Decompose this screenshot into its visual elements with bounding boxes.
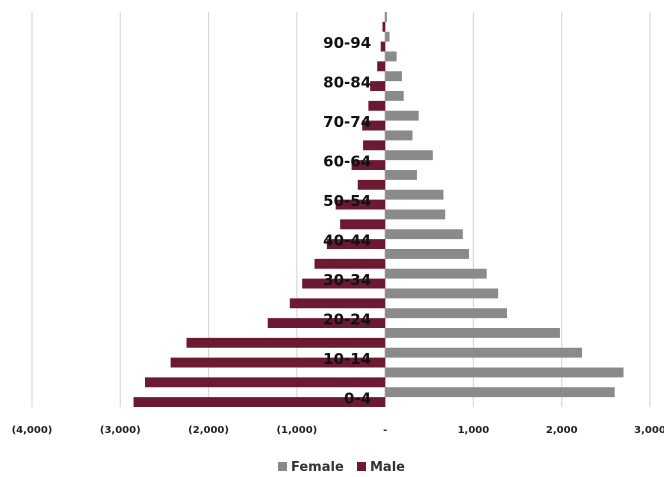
bar-female-35-39 xyxy=(385,249,470,259)
bar-male-95 xyxy=(382,21,386,32)
bar-female-15-19 xyxy=(385,328,560,338)
bar-male-85-89 xyxy=(377,61,386,72)
x-tick-label: (3,000) xyxy=(100,425,141,436)
bar-male-30-34 xyxy=(302,278,386,289)
age-label-80-84: 80-84 xyxy=(323,74,371,92)
age-label-60-64: 60-64 xyxy=(323,153,371,171)
bar-female-95 xyxy=(385,12,387,22)
bar-female-45-49 xyxy=(385,209,446,220)
x-tick-label: (4,000) xyxy=(12,425,53,436)
bar-female-30-34 xyxy=(385,268,487,279)
legend-label-male: Male xyxy=(370,460,405,475)
x-tick-label: (1,000) xyxy=(276,425,317,436)
bar-female-55-59 xyxy=(385,170,417,180)
bar-female-90-94 xyxy=(385,31,390,42)
bar-female-70-74 xyxy=(385,110,419,121)
age-label-10-14: 10-14 xyxy=(323,350,371,368)
bar-female-0-4 xyxy=(385,387,615,398)
bar-male-80-84 xyxy=(370,81,386,91)
age-label-40-44: 40-44 xyxy=(323,232,371,250)
bar-female-75-79 xyxy=(385,91,404,101)
age-label-50-54: 50-54 xyxy=(323,192,371,210)
bar-female-20-24 xyxy=(385,308,507,319)
bar-male-90-94 xyxy=(380,41,386,52)
bar-male-5-9 xyxy=(145,377,386,388)
bar-female-65-69 xyxy=(385,130,413,141)
bar-male-40-44 xyxy=(326,239,386,249)
bar-female-85-89 xyxy=(385,51,397,62)
x-tick-label: 2,000 xyxy=(546,425,578,436)
bar-male-0-4 xyxy=(133,397,386,407)
bar-female-25-29 xyxy=(385,288,499,299)
bar-male-15-19 xyxy=(186,337,386,348)
age-label-20-24: 20-24 xyxy=(323,311,371,329)
bar-male-60-64 xyxy=(351,160,386,170)
bar-male-20-24 xyxy=(267,318,386,328)
x-tick-label: (2,000) xyxy=(188,425,229,436)
bar-male-55-59 xyxy=(357,179,386,190)
bar-female-50-54 xyxy=(385,189,444,200)
legend-swatch-male xyxy=(357,462,366,471)
bar-male-10-14 xyxy=(170,357,386,368)
bar-male-75-79 xyxy=(368,100,386,111)
bar-female-10-14 xyxy=(385,347,583,358)
legend-label-female: Female xyxy=(291,460,344,475)
x-tick-label: 1,000 xyxy=(458,425,490,436)
x-tick-label: 3,000 xyxy=(634,425,664,436)
age-label-0-4: 0-4 xyxy=(344,390,371,408)
bars xyxy=(133,12,624,407)
legend-swatch-female xyxy=(278,462,287,471)
bar-male-65-69 xyxy=(363,140,386,151)
legend: Female Male xyxy=(278,460,405,475)
bar-male-70-74 xyxy=(362,120,386,131)
bar-male-25-29 xyxy=(289,298,386,309)
bar-male-45-49 xyxy=(340,219,386,230)
age-label-90-94: 90-94 xyxy=(323,34,371,52)
bar-female-60-64 xyxy=(385,150,433,161)
bar-male-35-39 xyxy=(314,258,386,269)
bar-female-80-84 xyxy=(385,71,402,82)
x-tick-labels: (4,000) (3,000) (2,000) (1,000) - 1,000 2,000 3… xyxy=(12,425,664,436)
bar-female-5-9 xyxy=(385,367,624,378)
age-label-30-34: 30-34 xyxy=(323,271,371,289)
bar-female-40-44 xyxy=(385,229,463,240)
bar-male-50-54 xyxy=(335,199,386,210)
age-label-70-74: 70-74 xyxy=(323,113,371,131)
age-labels: 0-4 10-14 20-24 30-34 40-44 50-54 60-64 70-74 80… xyxy=(323,34,371,408)
x-tick-label: - xyxy=(383,425,387,436)
